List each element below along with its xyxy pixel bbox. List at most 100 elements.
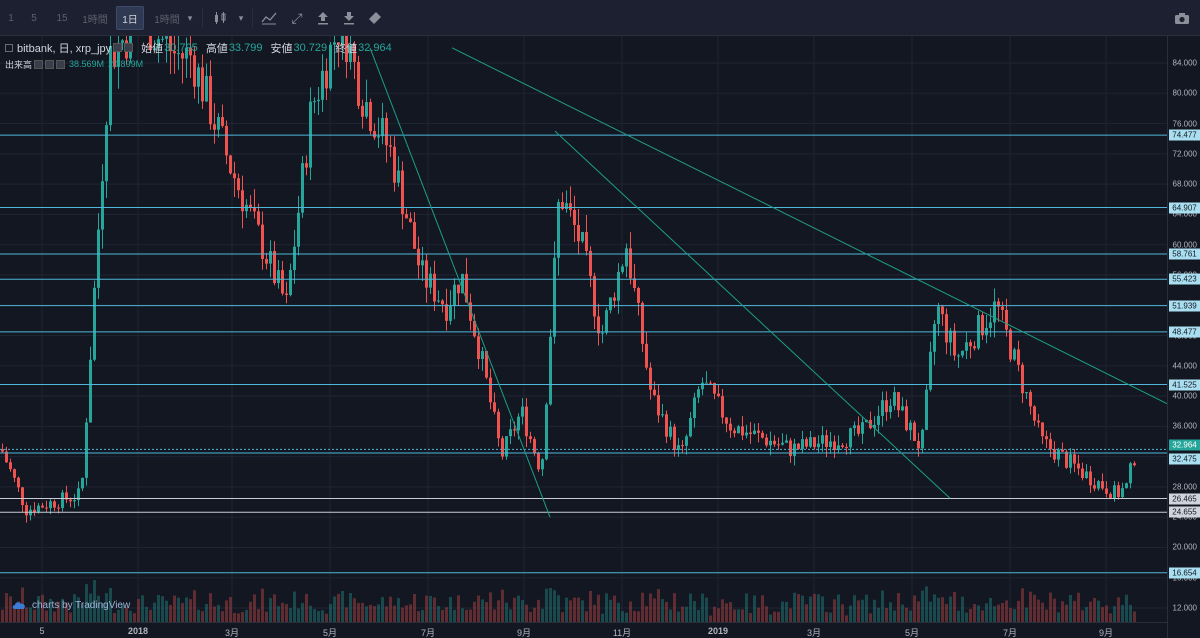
- candle-body: [1085, 471, 1088, 479]
- volume-bar: [149, 609, 152, 622]
- volume-bar: [49, 598, 52, 622]
- volume-bar: [877, 607, 880, 622]
- collapse-icon[interactable]: [34, 59, 44, 69]
- indicators-icon[interactable]: [258, 6, 280, 30]
- volume-bar: [249, 601, 252, 622]
- volume-bar: [293, 591, 296, 622]
- volume-bar: [921, 590, 924, 622]
- volume-bar: [1037, 599, 1040, 622]
- volume-bar: [449, 597, 452, 622]
- volume-bar: [1009, 608, 1012, 622]
- volume-bar: [837, 594, 840, 622]
- volume-bar: [981, 610, 984, 622]
- volume-bar: [573, 597, 576, 622]
- volume-bar: [741, 609, 744, 622]
- price-level-label: 16.654: [1169, 567, 1200, 579]
- candle-body: [1077, 463, 1080, 469]
- volume-bar: [473, 601, 476, 622]
- volume-bar: [961, 596, 964, 622]
- candle-body: [709, 382, 712, 384]
- candlestick-plot[interactable]: [0, 36, 1167, 622]
- volume-bar: [341, 590, 344, 622]
- eraser-icon[interactable]: [365, 6, 385, 30]
- price-chart[interactable]: [0, 36, 1200, 622]
- interval-1h-button[interactable]: 1時間: [82, 14, 108, 26]
- volume-bar: [137, 598, 140, 622]
- candle-body: [885, 400, 888, 413]
- volume-bar: [753, 595, 756, 622]
- settings-icon[interactable]: [113, 43, 123, 52]
- brand-label: charts by TradingView: [32, 600, 131, 611]
- chevron-down-icon[interactable]: ▾: [238, 12, 244, 23]
- candle-body: [41, 505, 44, 508]
- candle-body: [453, 284, 456, 306]
- candle-body: [841, 445, 844, 447]
- cloud-icon: [12, 602, 25, 609]
- candle-body: [205, 75, 208, 102]
- tradingview-branding[interactable]: charts by TradingView: [12, 600, 130, 611]
- interval-dropdown[interactable]: 1時間: [154, 14, 180, 26]
- fullscreen-icon[interactable]: ⤢: [291, 9, 303, 26]
- volume-bar: [1097, 600, 1100, 622]
- candle-body: [389, 145, 392, 147]
- candle-body: [753, 430, 756, 434]
- candle-body: [929, 351, 932, 390]
- close-icon[interactable]: [56, 59, 66, 69]
- candle-body: [953, 330, 956, 356]
- candle-body: [721, 396, 724, 418]
- volume-bar: [901, 604, 904, 622]
- camera-icon[interactable]: [1170, 6, 1194, 30]
- candle-body: [521, 406, 524, 417]
- volume-bar: [405, 605, 408, 622]
- volume-bar: [717, 608, 720, 622]
- volume-bar: [297, 608, 300, 622]
- price-tick: 60.000: [1172, 240, 1197, 250]
- candle-body: [997, 301, 1000, 307]
- volume-bar: [469, 609, 472, 622]
- candle-body: [265, 259, 268, 264]
- volume-bar: [561, 612, 564, 622]
- candle-body: [861, 422, 864, 434]
- volume-bar: [825, 611, 828, 622]
- volume-bar: [133, 613, 136, 622]
- volume-bar: [257, 609, 260, 622]
- candle-body: [1053, 449, 1056, 460]
- candle-body: [385, 118, 388, 146]
- candle-body: [921, 429, 924, 449]
- candle-body: [465, 273, 468, 303]
- interval-1m-button[interactable]: 1: [8, 12, 14, 24]
- volume-bar: [217, 605, 220, 622]
- candle-body: [645, 343, 648, 368]
- candle-body: [569, 203, 572, 210]
- volume-bar: [945, 603, 948, 622]
- candle-body: [697, 389, 700, 398]
- volume-bar: [577, 597, 580, 622]
- candle-body: [1133, 463, 1136, 466]
- price-axis[interactable]: 84.000 80.000 76.000 72.000 68.000 64.000 60.0…: [1167, 36, 1200, 638]
- volume-bar: [113, 612, 116, 622]
- candle-body: [1013, 349, 1016, 360]
- volume-bar: [1117, 597, 1120, 622]
- candlestick-icon[interactable]: [210, 6, 230, 30]
- candle-body: [77, 488, 80, 501]
- close-icon[interactable]: [124, 43, 134, 52]
- volume-bar: [177, 597, 180, 622]
- time-axis[interactable]: 5 2018 3月 5月 7月 9月 11月 2019 3月 5月 7月 9月: [0, 622, 1167, 638]
- volume-bar: [1105, 605, 1108, 622]
- volume-bar: [797, 594, 800, 622]
- upload-icon[interactable]: [313, 6, 333, 30]
- volume-bar: [365, 606, 368, 622]
- volume-bar: [1013, 609, 1016, 622]
- interval-1d-button[interactable]: 1日: [116, 6, 144, 30]
- candle-body: [785, 440, 788, 443]
- candle-body: [833, 441, 836, 451]
- download-icon[interactable]: [339, 6, 359, 30]
- price-level-label: 26.465: [1169, 493, 1200, 504]
- volume-bar: [545, 588, 548, 622]
- collapse-icon[interactable]: [5, 43, 13, 52]
- interval-15m-button[interactable]: 15: [56, 12, 68, 24]
- settings-icon[interactable]: [45, 59, 55, 69]
- volume-bar: [933, 594, 936, 622]
- interval-5m-button[interactable]: 5: [31, 12, 37, 24]
- chevron-down-icon[interactable]: ▾: [187, 12, 193, 23]
